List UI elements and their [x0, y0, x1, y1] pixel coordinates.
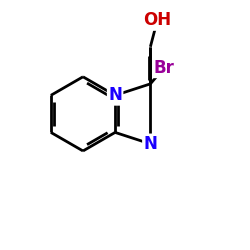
Text: N: N [108, 86, 122, 104]
Text: N: N [144, 135, 157, 153]
Text: Br: Br [154, 59, 174, 77]
Text: OH: OH [143, 12, 171, 30]
